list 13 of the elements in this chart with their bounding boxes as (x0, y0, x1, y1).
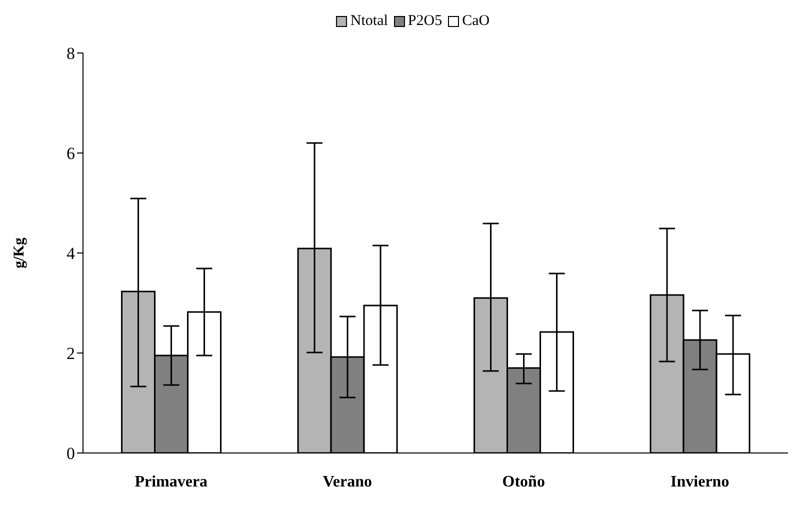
x-tick-label: Invierno (670, 473, 730, 490)
x-tick-label: Verano (322, 473, 372, 490)
y-axis-title: g/Kg (11, 237, 28, 268)
legend-label: P2O5 (408, 13, 442, 30)
y-tick-label: 0 (66, 444, 75, 464)
y-tick-label: 2 (66, 344, 75, 364)
x-tick-label: Primavera (134, 473, 208, 490)
legend-label: CaO (462, 13, 490, 30)
legend-label: Ntotal (350, 13, 388, 30)
y-tick-label: 4 (66, 244, 76, 264)
x-tick-label: Otoño (502, 473, 545, 490)
y-tick-label: 8 (66, 44, 75, 64)
y-tick-label: 6 (66, 144, 75, 164)
